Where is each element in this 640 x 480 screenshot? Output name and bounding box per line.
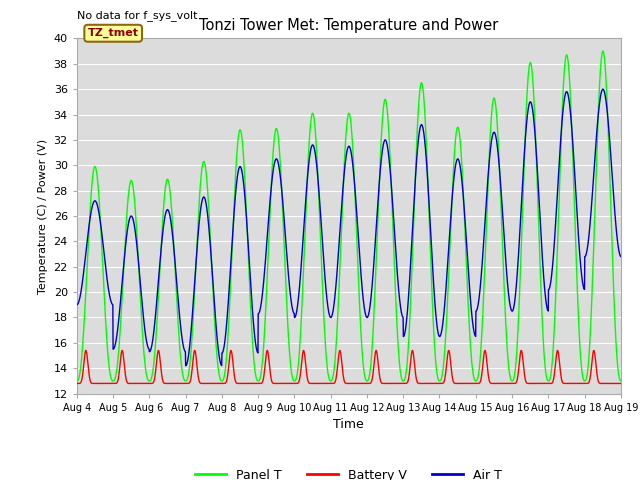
X-axis label: Time: Time	[333, 418, 364, 431]
Title: Tonzi Tower Met: Temperature and Power: Tonzi Tower Met: Temperature and Power	[199, 18, 499, 33]
Text: No data for f_sys_volt: No data for f_sys_volt	[77, 10, 197, 21]
Legend: Panel T, Battery V, Air T: Panel T, Battery V, Air T	[190, 464, 508, 480]
Text: TZ_tmet: TZ_tmet	[88, 28, 139, 38]
Y-axis label: Temperature (C) / Power (V): Temperature (C) / Power (V)	[38, 138, 48, 294]
